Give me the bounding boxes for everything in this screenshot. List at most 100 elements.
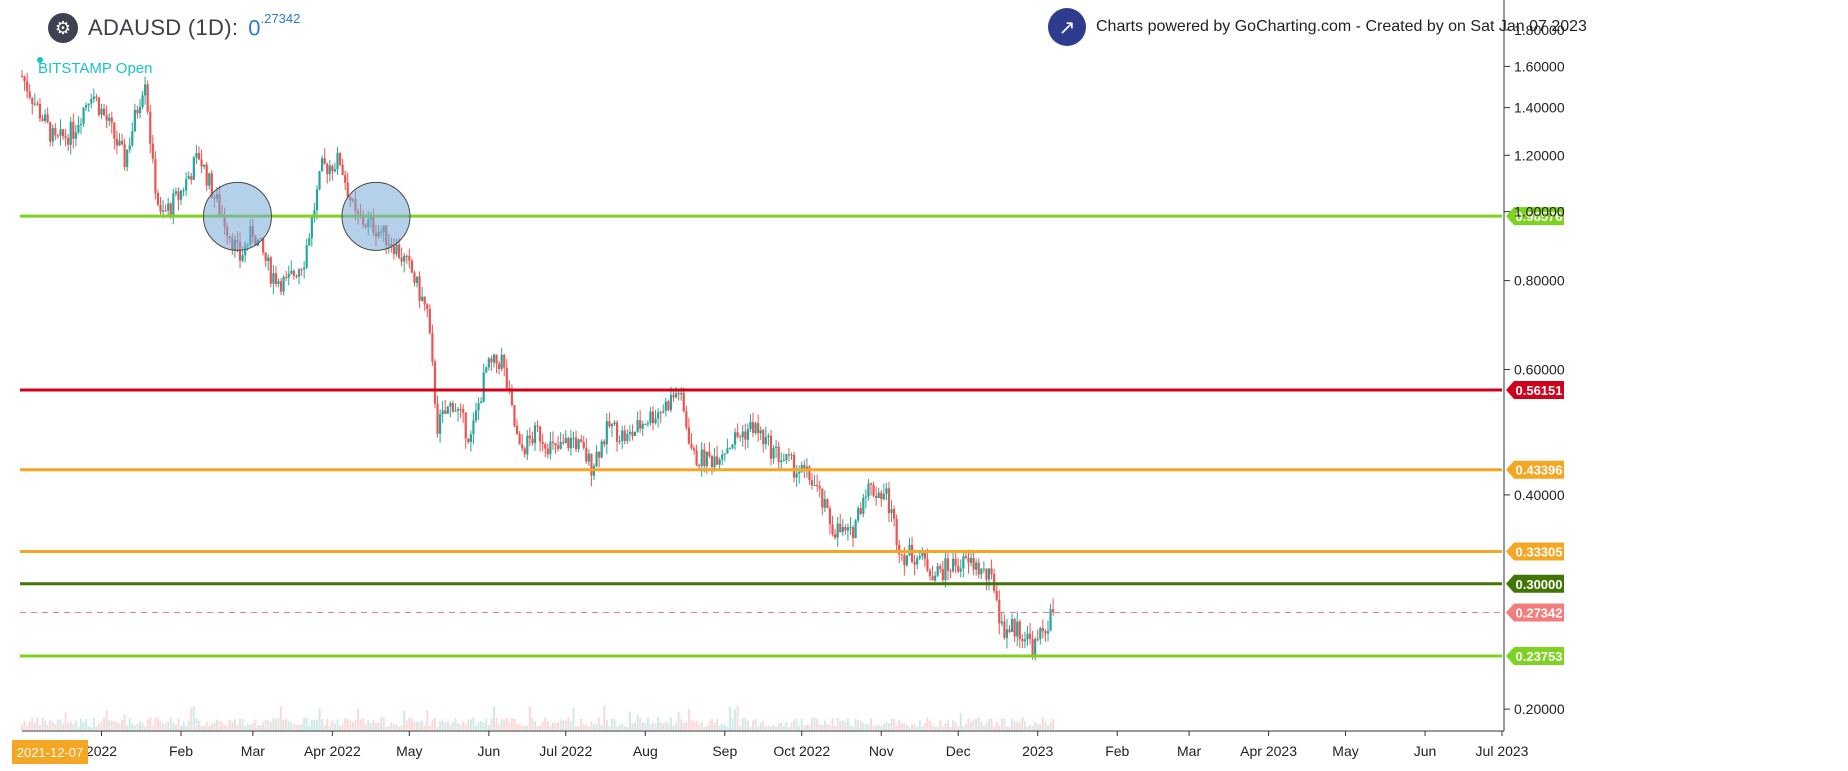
volume-bar xyxy=(492,706,495,730)
candle-body xyxy=(615,422,619,442)
candle-body xyxy=(285,277,288,279)
volume-bar xyxy=(559,718,562,730)
annotation-circle[interactable] xyxy=(341,181,411,251)
symbol-title[interactable]: ADAUSD (1D): xyxy=(88,15,239,40)
candle-body xyxy=(669,395,673,411)
x-tick-label: 2023 xyxy=(1022,743,1053,759)
volume-bar xyxy=(218,720,221,730)
volume-bar xyxy=(970,721,973,730)
volume-bar xyxy=(621,723,624,730)
volume-bar xyxy=(808,724,811,730)
volume-bar xyxy=(887,723,890,730)
volume-bar xyxy=(859,720,862,730)
candle-body xyxy=(980,568,983,575)
candle-body xyxy=(905,555,909,566)
volume-bar xyxy=(639,717,642,730)
x-tick-label: Mar xyxy=(241,743,265,759)
candle-body xyxy=(633,431,637,436)
candle-body xyxy=(49,122,52,142)
volume-bar xyxy=(657,717,660,730)
exchange-label: BITSTAMP Open xyxy=(38,60,153,77)
gear-icon[interactable]: ⚙ xyxy=(48,13,78,43)
credit-text: Charts powered by GoCharting.com - Creat… xyxy=(1096,18,1587,35)
candle-body xyxy=(159,204,162,212)
volume-bar xyxy=(87,726,90,730)
candle-body xyxy=(687,427,690,444)
candle-body xyxy=(674,393,678,398)
candle-body xyxy=(928,570,932,577)
candle-body xyxy=(657,412,660,419)
annotation-circle[interactable] xyxy=(202,181,272,251)
candle-body xyxy=(610,424,614,427)
candle-body xyxy=(149,111,152,144)
candle-body xyxy=(651,411,655,424)
volume-bar xyxy=(567,717,570,730)
volume-bar xyxy=(877,725,880,730)
volume-bar xyxy=(1036,723,1039,730)
candle-body xyxy=(190,176,193,180)
annotations[interactable] xyxy=(202,181,411,251)
candle-body xyxy=(467,438,470,443)
candle-body xyxy=(736,432,739,437)
candle-body xyxy=(900,554,903,556)
volume-bar xyxy=(141,723,144,730)
candle-body xyxy=(46,114,49,123)
candle-body xyxy=(885,488,888,494)
volume-bar xyxy=(285,718,288,730)
volume-bar xyxy=(957,726,960,730)
candle-body xyxy=(713,456,716,468)
volume-bar xyxy=(503,719,506,730)
volume-bar xyxy=(69,721,72,730)
candle-body xyxy=(623,430,626,442)
volume-bar xyxy=(1044,721,1047,730)
candle-body xyxy=(695,450,698,466)
candle-body xyxy=(836,523,839,538)
candle-body xyxy=(913,561,916,565)
candle-body xyxy=(934,575,937,581)
volume-bars xyxy=(21,705,1055,730)
volume-bar xyxy=(870,718,873,730)
candle-body xyxy=(834,534,837,538)
volume-bar xyxy=(23,721,26,730)
volume-bar xyxy=(326,718,329,730)
volume-bar xyxy=(595,723,598,730)
candle-body xyxy=(733,432,737,445)
candle-body xyxy=(823,499,826,508)
volume-bar xyxy=(439,721,442,730)
volume-bar xyxy=(339,725,342,730)
candle-body xyxy=(739,436,742,438)
candle-body xyxy=(869,483,873,485)
candle-body xyxy=(413,272,416,283)
volume-bar xyxy=(364,724,367,730)
volume-bar xyxy=(90,726,93,730)
candle-body xyxy=(395,244,398,255)
volume-bar xyxy=(44,720,47,730)
y-tick-label: 0.20000 xyxy=(1514,701,1565,717)
candle-body xyxy=(497,363,501,369)
volume-bar xyxy=(315,719,318,730)
candle-body xyxy=(775,446,778,448)
volume-bar xyxy=(398,726,401,730)
candle-body xyxy=(536,425,539,427)
volume-bar xyxy=(341,724,344,730)
volume-bar xyxy=(500,719,503,730)
volume-bar xyxy=(1003,718,1006,730)
volume-bar xyxy=(872,726,875,730)
candle-body xyxy=(708,451,711,457)
candle-body xyxy=(151,143,154,159)
volume-bar xyxy=(241,719,244,730)
candle-body xyxy=(544,444,547,449)
candle-body xyxy=(882,493,885,500)
volume-bar xyxy=(100,721,103,730)
candle-body xyxy=(138,106,142,114)
candle-body xyxy=(1005,629,1009,638)
volume-bar xyxy=(128,717,131,730)
volume-bar xyxy=(664,721,667,730)
candle-body xyxy=(872,484,875,496)
volume-bar xyxy=(205,721,208,730)
candle-body xyxy=(313,210,316,217)
horizontal-levels[interactable]: 0.98576 0.56151 0.43396 0.33305 0.30000 0.273… xyxy=(20,207,1564,665)
volume-bar xyxy=(975,718,978,730)
candle-body xyxy=(618,440,621,442)
